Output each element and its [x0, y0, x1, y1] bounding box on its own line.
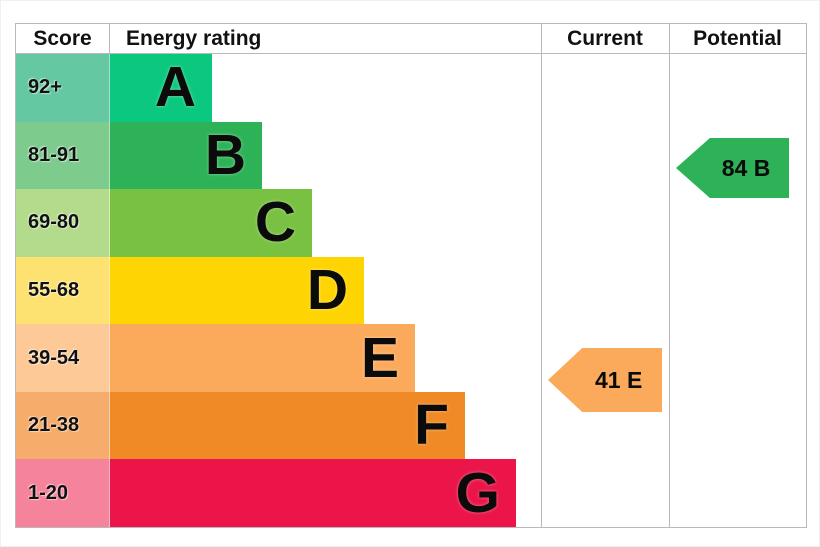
- rating-letter-e: E: [360, 325, 399, 390]
- rating-bar-d: D: [110, 256, 364, 325]
- rating-bar-c: C: [110, 189, 312, 257]
- column-header-score: Score: [16, 24, 110, 53]
- rating-bar-a: A: [110, 54, 212, 122]
- rating-row-a: 92+ A: [16, 54, 806, 122]
- rating-row-g: 1-20 G: [16, 459, 806, 528]
- rating-letter-b: B: [204, 122, 246, 187]
- rating-row-e: 39-54 E: [16, 324, 806, 392]
- score-range-d: 55-68: [16, 256, 110, 325]
- rating-row-d: 55-68 D: [16, 256, 806, 325]
- rating-row-c: 69-80 C: [16, 189, 806, 257]
- column-header-potential: Potential: [693, 26, 782, 50]
- rating-letter-c: C: [254, 190, 296, 255]
- rating-row-f: 21-38 F: [16, 391, 806, 460]
- score-range-f: 21-38: [16, 391, 110, 460]
- rating-rows: 92+ A 81-91 B 69-80 C 55-68 D 39-54 E 21…: [16, 54, 806, 528]
- rating-letter-d: D: [306, 258, 348, 323]
- rating-letter-a: A: [154, 55, 196, 120]
- epc-table: Score Energy rating Current Potential 92…: [15, 23, 807, 528]
- score-range-g: 1-20: [16, 459, 110, 528]
- column-divider-current: [541, 24, 542, 527]
- column-header-current: Current: [567, 26, 643, 50]
- rating-row-b: 81-91 B: [16, 121, 806, 190]
- rating-letter-f: F: [414, 393, 449, 458]
- rating-bar-e: E: [110, 324, 415, 392]
- column-divider-potential: [669, 24, 670, 527]
- rating-bar-g: G: [110, 459, 516, 528]
- score-range-b: 81-91: [16, 121, 110, 190]
- rating-letter-g: G: [455, 460, 500, 525]
- rating-bar-b: B: [110, 121, 262, 190]
- column-header-energy-rating: Energy rating: [126, 26, 262, 50]
- potential-rating-label: 84 B: [721, 154, 771, 181]
- score-range-c: 69-80: [16, 189, 110, 257]
- table-header-row: Score Energy rating Current Potential: [16, 24, 806, 54]
- score-range-a: 92+: [16, 54, 110, 122]
- current-rating-label: 41 E: [595, 366, 643, 393]
- rating-bar-f: F: [110, 391, 465, 460]
- score-range-e: 39-54: [16, 324, 110, 392]
